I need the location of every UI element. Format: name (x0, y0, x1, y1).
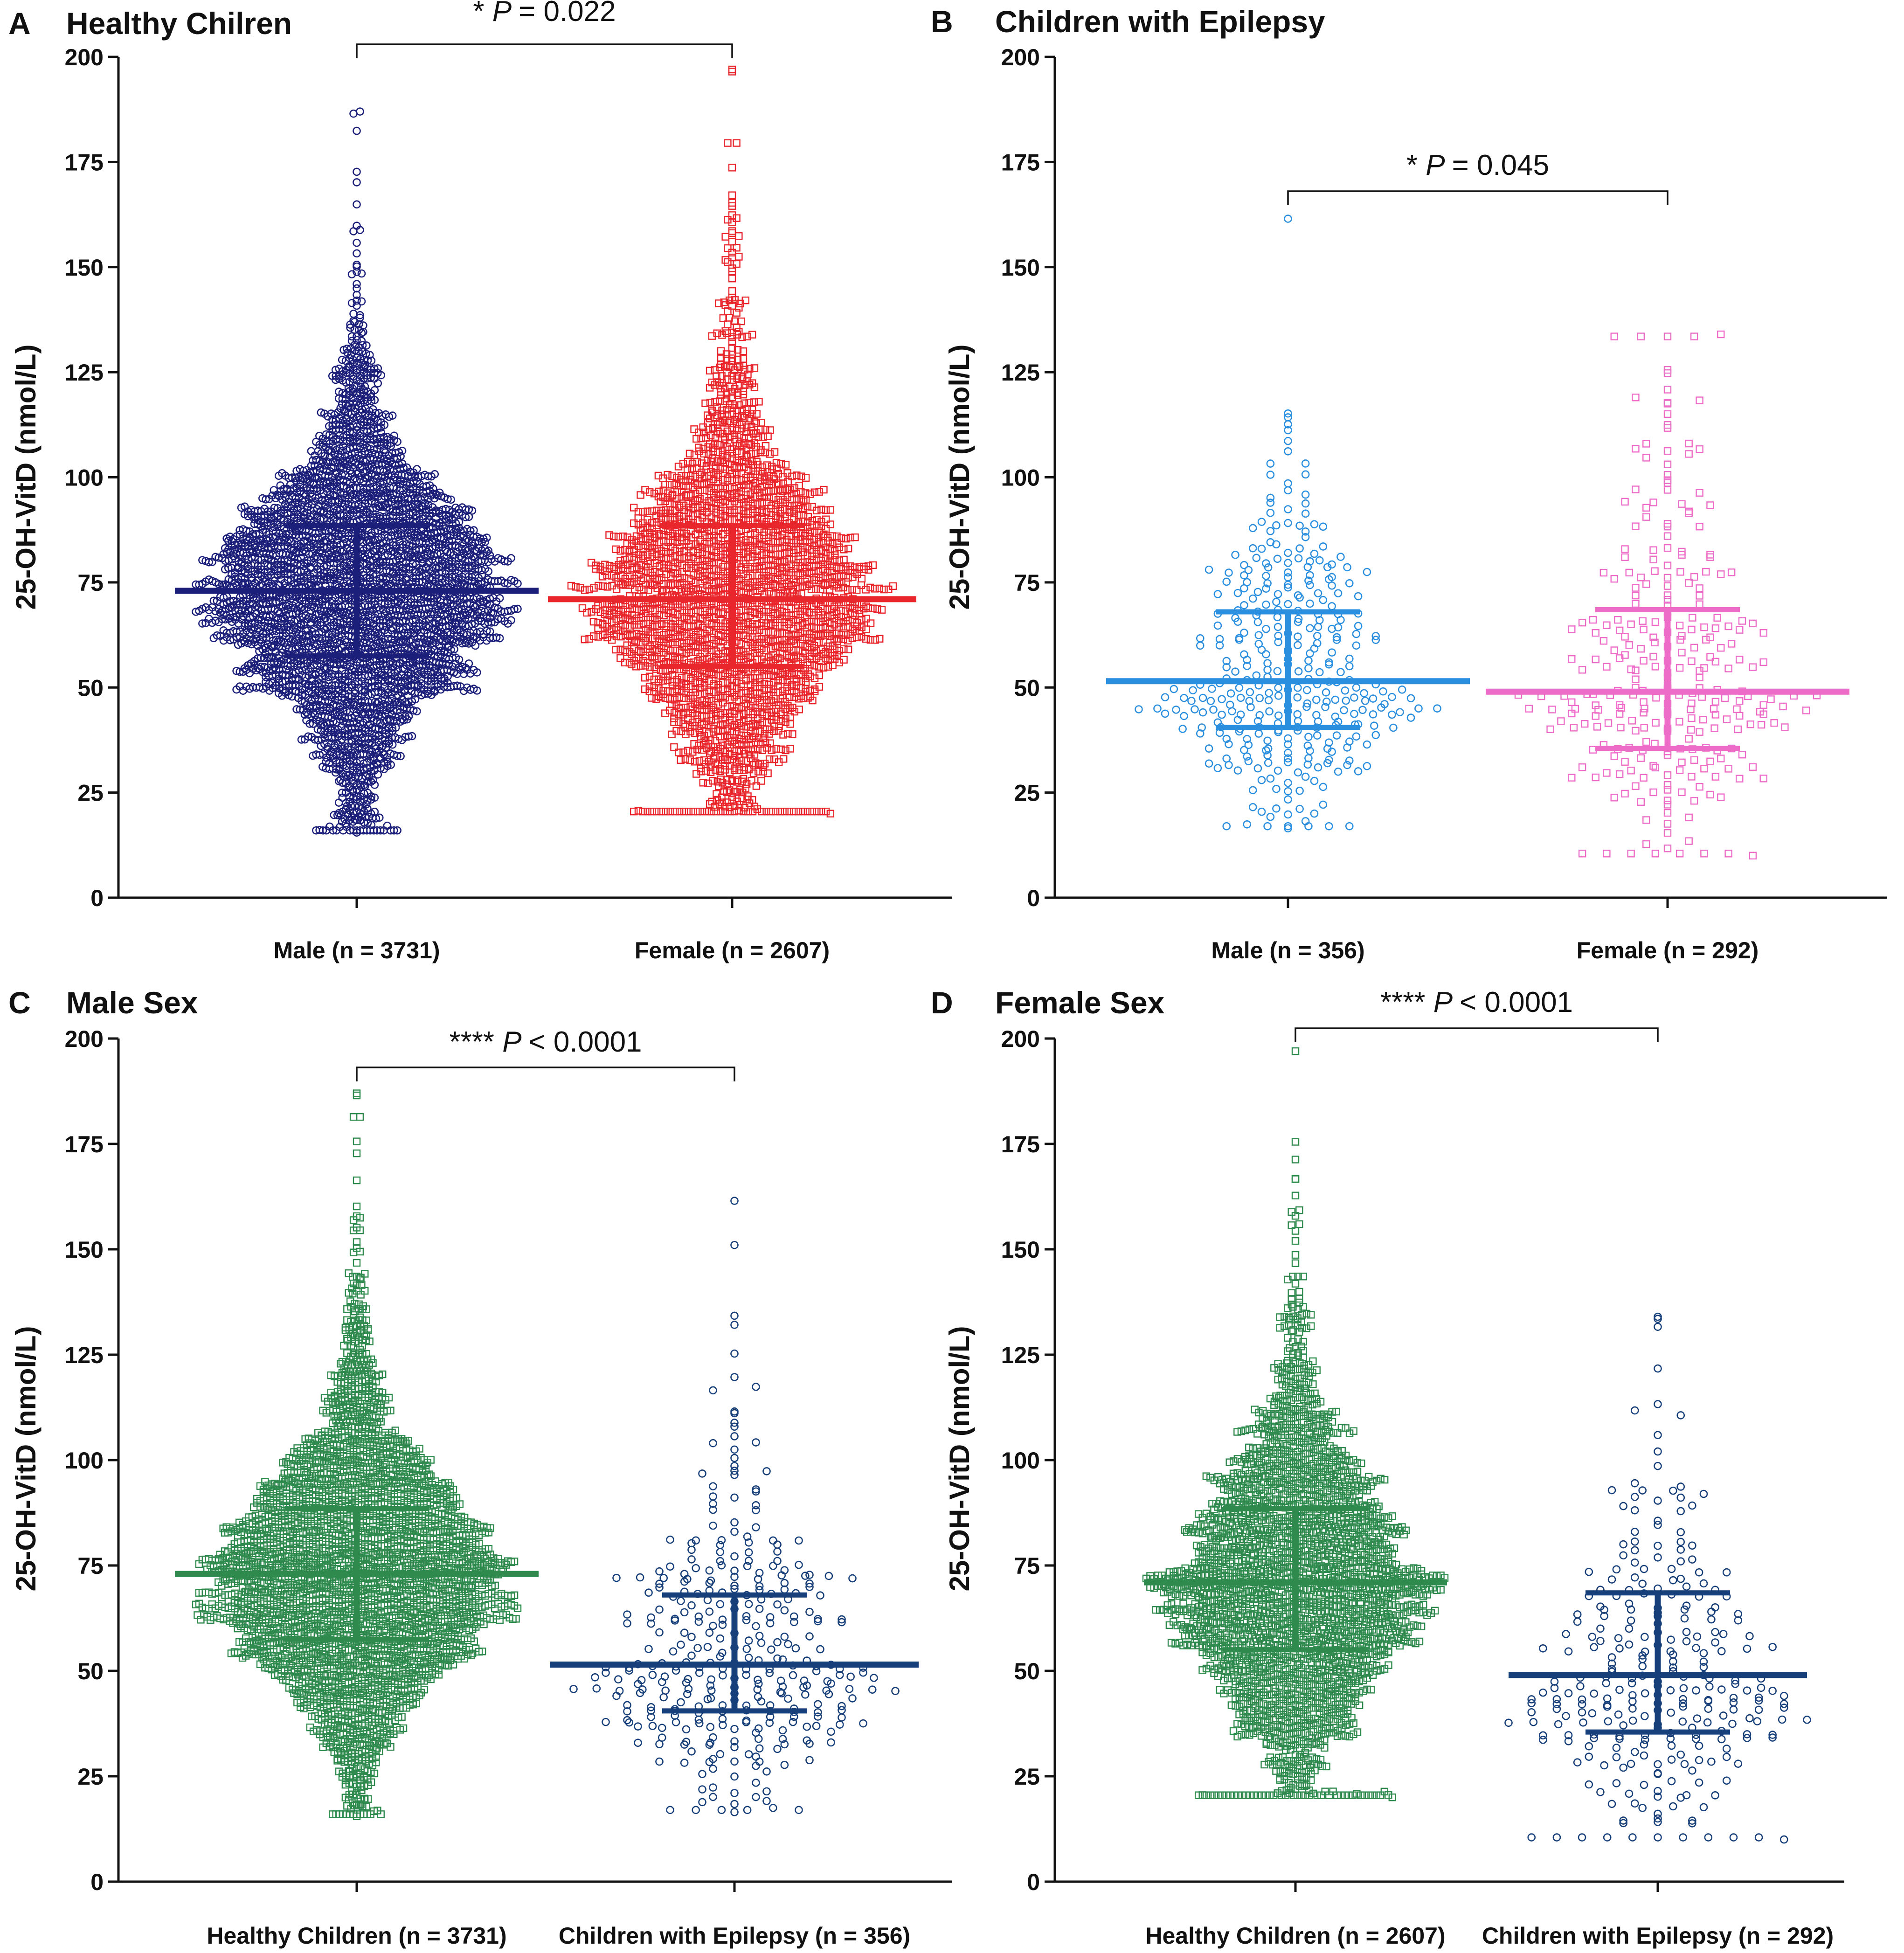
data-point (353, 249, 361, 258)
y-tick-label: 50 (77, 675, 104, 701)
data-point (353, 262, 361, 271)
data-point (367, 397, 376, 405)
data-point (356, 107, 364, 116)
y-tick-label: 150 (65, 255, 104, 281)
y-tick-label: 25 (77, 780, 104, 806)
data-point (374, 379, 382, 388)
data-point (353, 353, 361, 362)
data-point (342, 368, 351, 377)
chart-a: 0 25 50 75 100 125 150 175 200 25-OH-VitD (nmol/L… (10, 0, 952, 963)
data-point (367, 374, 375, 382)
data-point (356, 311, 364, 319)
data-point (346, 323, 354, 332)
data-point (357, 329, 366, 337)
series-1 (192, 107, 522, 837)
data-point (357, 337, 366, 346)
y-tick-label: 75 (77, 570, 104, 596)
data-point (353, 178, 361, 187)
data-point (356, 226, 364, 235)
panel-title: Healthy Chilren (66, 6, 292, 41)
y-tick-label: 0 (90, 885, 104, 911)
data-point (353, 126, 361, 135)
data-point (367, 356, 376, 365)
data-point (345, 387, 354, 395)
axes: 0 25 50 75 100 125 150 175 200 25-OH-VitD (nmol/L… (10, 44, 952, 963)
data-point (353, 336, 361, 344)
data-point (353, 268, 361, 276)
data-point (353, 296, 361, 305)
data-point (366, 351, 374, 359)
data-point (362, 341, 371, 350)
y-tick-label: 200 (65, 44, 104, 70)
data-point (353, 238, 361, 247)
y-tick-label: 125 (65, 360, 104, 386)
data-point (350, 318, 359, 326)
x-category-label: Male (n = 3731) (273, 937, 440, 963)
y-tick-label: 175 (65, 149, 104, 175)
data-point (351, 346, 359, 355)
data-point (353, 167, 361, 176)
data-point (363, 396, 372, 405)
y-axis-title: 25-OH-VitD (nmol/L) (10, 345, 42, 610)
data-point (357, 269, 366, 278)
data-point (353, 280, 361, 288)
x-category-label: Female (n = 2607) (635, 937, 830, 963)
data-point (353, 200, 361, 209)
data-point (377, 371, 386, 380)
data-point (354, 320, 363, 329)
data-point (347, 270, 356, 278)
data-point (353, 291, 361, 299)
data-point (346, 320, 354, 329)
data-point (349, 374, 358, 383)
panel-letter: A (8, 6, 31, 41)
data-point (370, 386, 379, 395)
data-point (353, 301, 361, 310)
data-point (357, 297, 366, 306)
data-point (338, 355, 346, 364)
data-point (360, 386, 368, 395)
y-tick-label: 100 (65, 465, 104, 491)
